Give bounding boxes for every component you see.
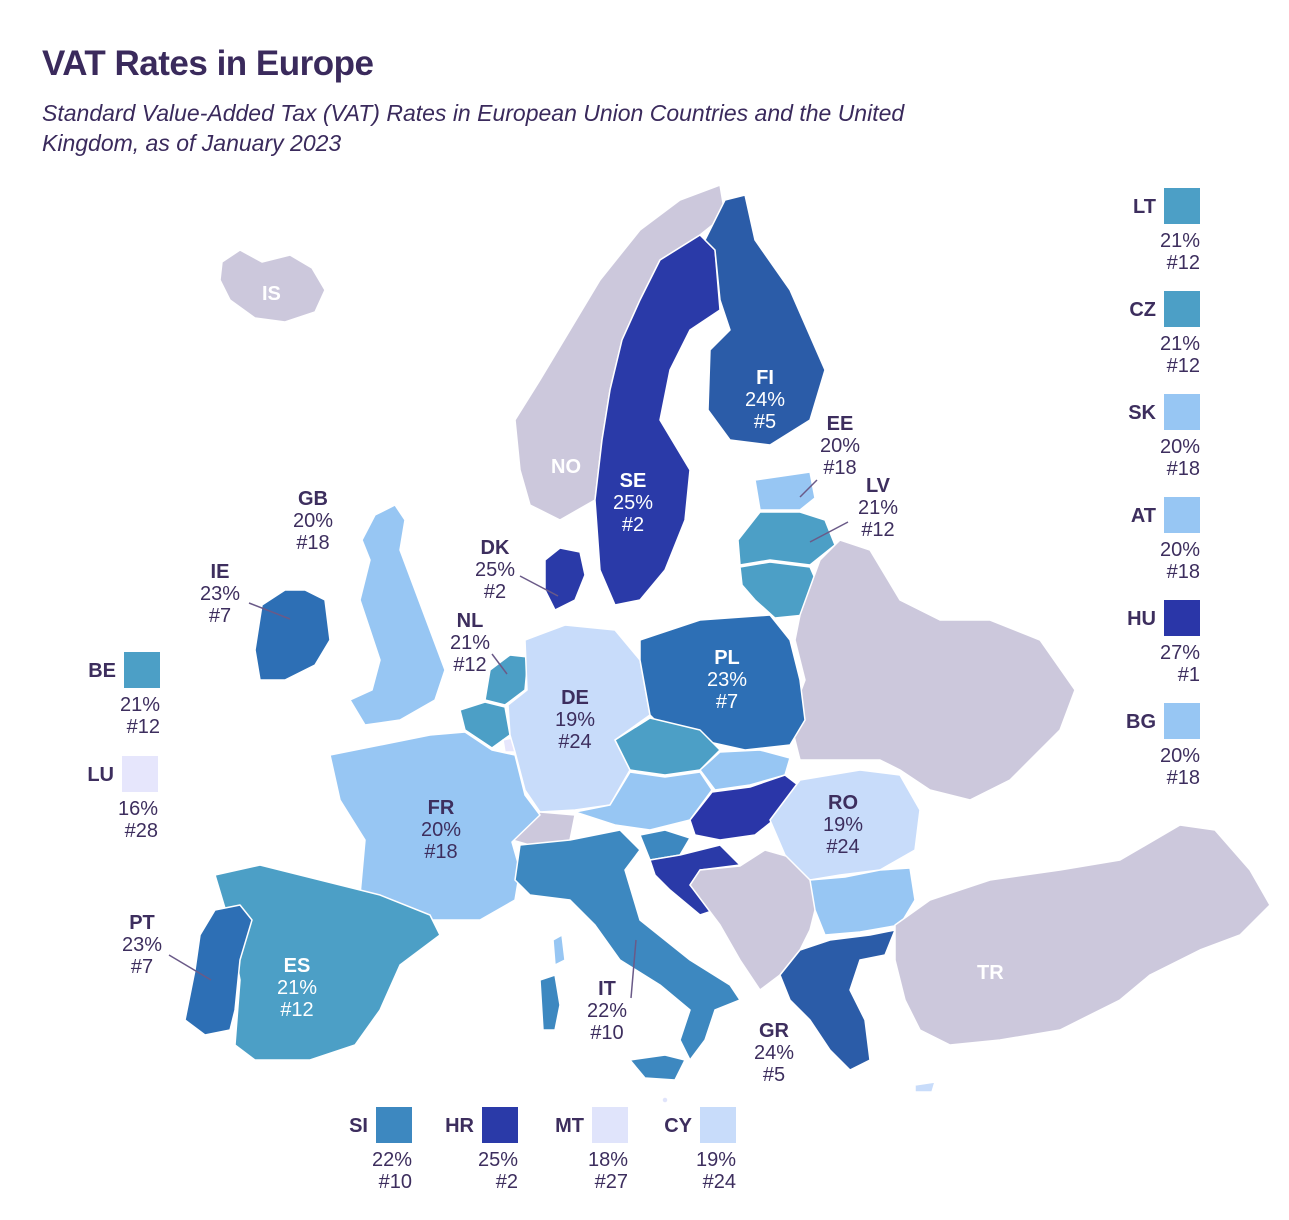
swatch-lt: [1164, 188, 1200, 224]
label-nl: NL 21% #12: [449, 610, 491, 676]
swatch-hr: [482, 1107, 518, 1143]
country-pt: [184, 904, 253, 1036]
legend-item-cz: CZ 21% #12: [1080, 291, 1200, 381]
swatch-mt: [592, 1107, 628, 1143]
country-lv: [737, 511, 836, 566]
swatch-at: [1164, 497, 1200, 533]
legend-item-si: SI 22% #10: [292, 1107, 412, 1197]
legend-item-mt: MT 18% #27: [508, 1107, 628, 1197]
country-tr: [894, 824, 1271, 1046]
swatch-si: [376, 1107, 412, 1143]
chart-subtitle: Standard Value-Added Tax (VAT) Rates in …: [42, 100, 905, 156]
label-fi: FI 24% #5: [744, 367, 786, 433]
label-ie: IE 23% #7: [199, 561, 241, 627]
country-fr: [329, 731, 541, 921]
country-cy: [914, 1081, 936, 1093]
label-gr: GR 24% #5: [753, 1020, 795, 1086]
label-lv: LV 21% #12: [857, 475, 899, 541]
country-sk: [699, 749, 791, 791]
country-non-eu-east: [789, 539, 1076, 801]
country-at: [574, 771, 713, 831]
country-fr-corsica: [552, 934, 566, 966]
label-ee: EE 20% #18: [819, 413, 861, 479]
label-dk: DK 25% #2: [474, 537, 516, 603]
swatch-cz: [1164, 291, 1200, 327]
label-gb: GB 20% #18: [292, 488, 334, 554]
country-se: [594, 234, 721, 606]
swatch-sk: [1164, 394, 1200, 430]
leader-dk: [519, 575, 559, 597]
country-nl: [484, 654, 529, 706]
country-si: [639, 829, 691, 861]
legend-item-hu: HU 27% #1: [1080, 600, 1200, 690]
legend-item-cy: CY 19% #24: [616, 1107, 736, 1197]
legend-item-at: AT 20% #18: [1080, 497, 1200, 587]
swatch-cy: [700, 1107, 736, 1143]
country-pl: [639, 614, 806, 751]
country-ro: [769, 769, 921, 881]
legend-item-bg: BG 20% #18: [1080, 703, 1200, 793]
legend-item-lt: LT 21% #12: [1080, 188, 1200, 278]
label-de: DE 19% #24: [554, 687, 596, 753]
leader-ee: [799, 479, 818, 498]
swatch-bg: [1164, 703, 1200, 739]
country-dk: [544, 547, 586, 611]
label-fr: FR 20% #18: [420, 797, 462, 863]
label-no: NO: [551, 456, 581, 478]
legend-item-be: BE 21% #12: [40, 652, 160, 742]
leader-it: [630, 939, 637, 999]
label-se: SE 25% #2: [612, 470, 654, 536]
label-is: IS: [262, 283, 281, 305]
country-it-sicily: [629, 1054, 686, 1081]
country-balkans: [689, 849, 821, 991]
country-de: [507, 624, 651, 813]
swatch-be: [124, 652, 160, 688]
country-fi: [704, 194, 826, 446]
swatch-hu: [1164, 600, 1200, 636]
label-ro: RO 19% #24: [822, 792, 864, 858]
leader-lv: [809, 521, 849, 543]
label-it: IT 22% #10: [586, 978, 628, 1044]
country-gr: [779, 929, 896, 1071]
label-tr: TR: [977, 962, 1004, 984]
legend-item-hr: HR 25% #2: [398, 1107, 518, 1197]
country-gb: [349, 504, 446, 726]
country-is: [219, 249, 326, 323]
country-it: [514, 829, 741, 1061]
leader-nl: [491, 653, 508, 675]
leader-ie: [248, 602, 291, 620]
country-es: [214, 864, 441, 1061]
country-mt: [661, 1096, 669, 1104]
label-pt: PT 23% #7: [121, 912, 163, 978]
label-es: ES 21% #12: [276, 955, 318, 1021]
chart-title: VAT Rates in Europe: [42, 44, 374, 83]
country-ie: [254, 589, 331, 681]
legend-item-lu: LU 16% #28: [38, 756, 158, 846]
leader-pt: [168, 954, 212, 981]
legend-item-sk: SK 20% #18: [1080, 394, 1200, 484]
label-pl: PL 23% #7: [706, 647, 748, 713]
country-bg: [809, 867, 916, 936]
country-ee: [754, 471, 816, 511]
swatch-lu: [122, 756, 158, 792]
country-it-sardinia: [539, 974, 561, 1031]
